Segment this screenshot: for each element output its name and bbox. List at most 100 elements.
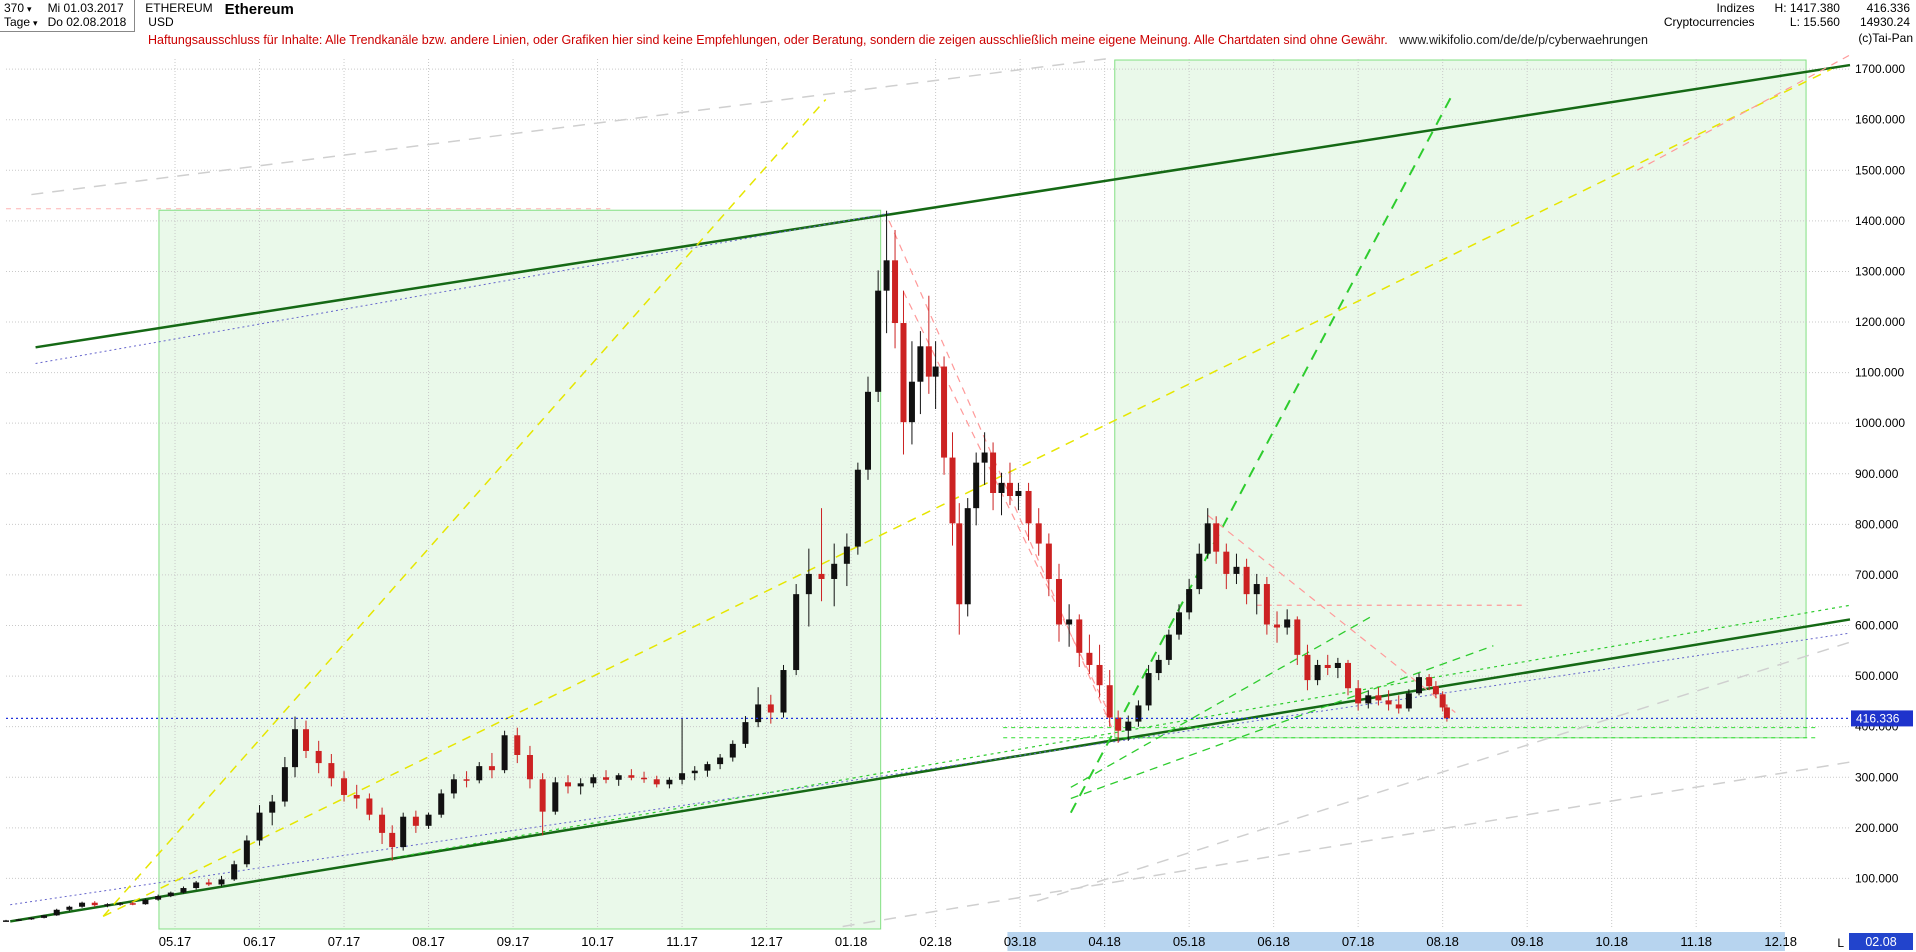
green-support-dotted [390, 604, 1851, 859]
candle [180, 888, 187, 893]
date-to[interactable]: Do 02.08.2018 [47, 15, 127, 29]
candle [653, 779, 660, 785]
candle [755, 704, 762, 723]
candle [1135, 705, 1142, 722]
copyright-label: (c)Tai-Pan [1858, 31, 1913, 45]
candle [1375, 695, 1382, 701]
y-axis-label: 1400.000 [1855, 214, 1905, 228]
candle [1432, 686, 1439, 695]
y-axis-label: 1500.000 [1855, 163, 1905, 177]
candle [389, 832, 396, 848]
candle [691, 770, 698, 774]
candle [450, 779, 457, 794]
y-axis-label: 200.000 [1855, 821, 1899, 835]
grid [6, 59, 1850, 929]
period-high: H: 1417.380 [1774, 1, 1840, 15]
candle [1204, 523, 1211, 554]
candle [142, 899, 149, 905]
candle [1385, 700, 1392, 705]
candle [1223, 551, 1230, 574]
y-axis-label: 900.000 [1855, 467, 1899, 481]
symbol-box: ETHEREUM USD [145, 0, 212, 29]
candle [28, 917, 35, 920]
x-axis-label: 03.18 [1004, 934, 1037, 949]
timeline-highlight[interactable] [1007, 932, 1785, 951]
trend-zone-2018 [1114, 59, 1807, 739]
date-from[interactable]: Mi 01.03.2017 [47, 1, 124, 15]
period-low: L: 15.560 [1789, 15, 1840, 29]
x-axis-label: 06.17 [243, 934, 276, 949]
candle [269, 801, 276, 813]
candle [353, 794, 360, 799]
candle [463, 779, 470, 781]
list-memberships: Indizes Cryptocurrencies [1664, 1, 1755, 29]
candle [843, 546, 850, 564]
chevron-down-icon: ▾ [33, 18, 38, 28]
candle [864, 391, 871, 470]
list-cryptocurrencies[interactable]: Cryptocurrencies [1663, 15, 1755, 29]
timeframe-dropdown[interactable]: Tage ▾ [4, 15, 38, 29]
x-axis-label: 09.17 [497, 934, 530, 949]
candle [964, 508, 971, 605]
x-axis-label: 10.18 [1595, 934, 1628, 949]
y-axis-label: 700.000 [1855, 568, 1899, 582]
candle [552, 782, 559, 812]
candle [818, 573, 825, 579]
candle [256, 812, 263, 841]
period-dropdowns: 370 ▾ Tage ▾ [4, 1, 38, 29]
candle [476, 766, 483, 781]
candle [666, 779, 673, 785]
candle [603, 777, 610, 780]
candle [41, 915, 48, 918]
candle [883, 260, 890, 291]
candle [615, 775, 622, 780]
candle [641, 777, 648, 780]
x-axis-label: 08.18 [1426, 934, 1459, 949]
candle [1196, 553, 1203, 590]
header-left: 370 ▾ Tage ▾ Mi 01.03.2017 Do 02.08.2018 E… [0, 0, 294, 32]
candle [281, 767, 288, 802]
candle [932, 366, 939, 377]
candle [590, 777, 597, 784]
y-axis: 1700.000 1600.000 1500.000 1400.000 1300.000… [1855, 62, 1905, 885]
candle [973, 462, 980, 509]
candle [1334, 662, 1341, 668]
disclaimer-link[interactable]: www.wikifolio.com/de/de/p/cyberwaehrunge… [1399, 33, 1648, 47]
red-decline-jan-2 [902, 291, 1110, 713]
candle [366, 798, 373, 815]
yellow-fan-steep [102, 98, 827, 917]
bars-count-dropdown[interactable]: 370 ▾ [4, 1, 32, 15]
candle [218, 879, 225, 885]
y-axis-label: 1600.000 [1855, 113, 1905, 127]
last-date-label: 02.08 [1865, 935, 1896, 949]
lower-trend-channel [10, 618, 1851, 923]
candle [717, 757, 724, 765]
last-date-badge [1849, 933, 1913, 950]
x-axis-label: 11.17 [666, 934, 698, 949]
candle [1426, 677, 1433, 687]
y-axis-label: 600.000 [1855, 619, 1899, 633]
last-marker-label: L [1837, 936, 1844, 950]
x-axis-label: 05.17 [159, 934, 192, 949]
candle [117, 903, 124, 905]
candle [155, 896, 162, 900]
candle [3, 920, 9, 922]
chevron-down-icon: ▾ [27, 4, 32, 14]
list-indizes[interactable]: Indizes [1716, 1, 1755, 15]
bars-count-value: 370 [4, 1, 25, 15]
candle [1263, 584, 1270, 625]
candle [488, 766, 495, 771]
candle [501, 735, 508, 771]
high-low-values: H: 1417.380 L: 15.560 [1775, 1, 1840, 29]
x-axis-label: 04.18 [1088, 934, 1121, 949]
x-axis: 05.17 06.17 07.17 08.17 09.17 10.17 11.17 12.17… [159, 932, 1913, 951]
y-axis-label: 1700.000 [1855, 62, 1905, 76]
candle [1086, 652, 1093, 665]
candles [3, 210, 1450, 922]
candle [1175, 612, 1182, 635]
last-price-badge-group: 416.336 [1851, 710, 1913, 727]
candle [1106, 685, 1113, 718]
candle [15, 919, 22, 921]
candle [315, 750, 322, 764]
